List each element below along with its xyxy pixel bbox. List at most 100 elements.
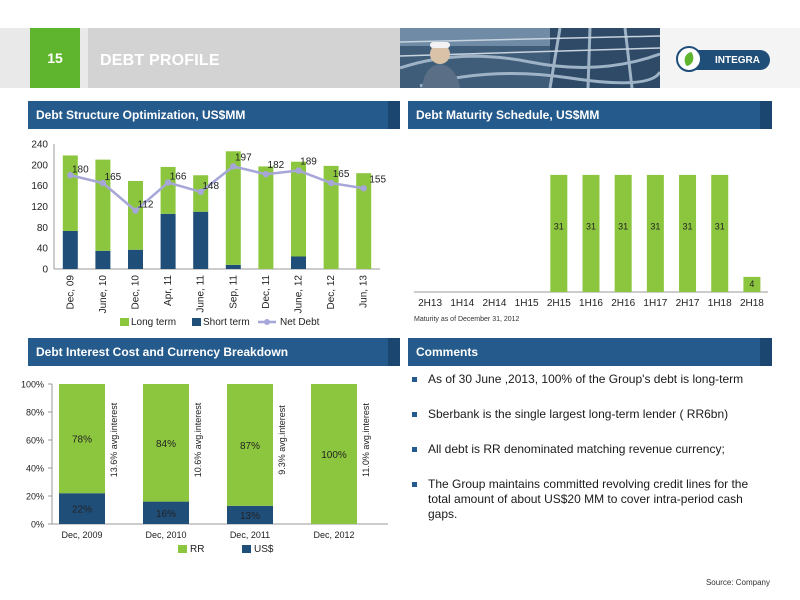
structure-panel-title: Debt Structure Optimization, US$MM [36, 108, 246, 122]
comment-item: All debt is RR denominated matching reve… [412, 442, 768, 457]
legend-swatch-rr [178, 545, 187, 553]
long-term-bar [356, 173, 372, 269]
bullet-icon [412, 377, 417, 382]
maturity-data-label: 31 [554, 221, 564, 231]
y-tick-label: 160 [31, 181, 48, 192]
net-debt-point [360, 185, 367, 192]
header-photo [400, 28, 660, 88]
legend-swatch-long-term [120, 318, 129, 326]
legend-label-long-term: Long term [131, 317, 176, 328]
logo-leaf-icon [676, 46, 702, 72]
avg-interest-annotation: 10.6% avg.interest [193, 402, 203, 477]
legend-label-net-debt: Net Debt [280, 317, 320, 328]
maturity-bar [679, 174, 697, 292]
y-tick-label: 80 [37, 223, 49, 234]
x-tick-label: Dec, 09 [65, 275, 76, 310]
avg-interest-annotation: 9.3% avg.interest [277, 405, 287, 475]
long-term-bar [128, 180, 143, 250]
x-tick-label: June, 12 [294, 275, 305, 314]
net-debt-label: 166 [170, 172, 187, 183]
y-tick-label: 0% [31, 520, 44, 530]
long-term-bar [291, 161, 306, 257]
comment-text: The Group maintains committed revolving … [428, 477, 749, 521]
net-debt-label: 112 [138, 200, 154, 211]
legend-marker-net-debt [264, 319, 270, 325]
legend-swatch-short-term [192, 318, 201, 326]
x-tick-label: 1H14 [450, 298, 474, 309]
net-debt-label: 182 [268, 160, 285, 171]
net-debt-label: 197 [235, 152, 252, 163]
net-debt-point [262, 171, 270, 178]
maturity-data-label: 4 [749, 279, 754, 289]
comment-text: As of 30 June ,2013, 100% of the Group's… [428, 372, 744, 386]
usd-bar [143, 501, 189, 524]
x-tick-label: 1H18 [708, 298, 732, 309]
comments-list: As of 30 June ,2013, 100% of the Group's… [412, 372, 768, 542]
x-tick-label: 2H13 [418, 298, 442, 309]
x-tick-label: Sep, 11 [228, 275, 239, 309]
net-debt-label: 189 [300, 157, 317, 168]
x-tick-label: 2H15 [547, 298, 571, 309]
x-tick-label: 2H16 [611, 298, 635, 309]
maturity-data-label: 31 [683, 221, 693, 231]
x-tick-label: 1H15 [515, 298, 539, 309]
x-tick-label: Dec, 10 [131, 275, 142, 310]
maturity-data-label: 31 [650, 221, 660, 231]
bullet-icon [412, 412, 417, 417]
interest-panel-title: Debt Interest Cost and Currency Breakdow… [36, 345, 289, 359]
short-term-bar [95, 250, 111, 269]
maturity-bar [743, 276, 761, 292]
x-tick-label: Dec, 2011 [230, 530, 270, 540]
page-title: DEBT PROFILE [100, 52, 220, 69]
net-debt-label: 165 [333, 169, 350, 180]
long-term-bar [62, 155, 78, 231]
net-debt-line [70, 165, 364, 213]
comment-item: As of 30 June ,2013, 100% of the Group's… [412, 372, 768, 387]
rr-bar [227, 384, 273, 506]
usd-data-label: 16% [156, 509, 176, 520]
maturity-data-label: 31 [715, 221, 725, 231]
comment-item: Sberbank is the single largest long-term… [412, 407, 768, 422]
legend-label-short-term: Short term [203, 317, 250, 328]
long-term-bar [160, 166, 176, 214]
rr-data-label: 100% [321, 450, 347, 461]
net-debt-point [327, 179, 335, 187]
x-tick-label: 2H17 [676, 298, 700, 309]
x-tick-label: June, 11 [196, 275, 207, 313]
comment-item: The Group maintains committed revolving … [412, 477, 768, 522]
y-tick-label: 0 [42, 265, 48, 276]
x-tick-label: June, 10 [98, 275, 109, 314]
usd-bar [59, 493, 105, 524]
maturity-bar [582, 174, 600, 292]
source-note: Source: Company [705, 578, 770, 587]
comments-panel-title: Comments [416, 345, 479, 359]
comments-panel-header: Comments [408, 338, 772, 366]
net-debt-label: 148 [202, 181, 219, 192]
rr-data-label: 87% [240, 441, 260, 452]
x-tick-label: Dec, 11 [261, 275, 272, 309]
debt-structure-chart: 0 40 80 120 160 200 240 Dec, 09 June, 10 Dec, 10 A… [31, 140, 386, 329]
maturity-bar [614, 174, 632, 292]
interest-currency-chart: 0% 20% 40% 60% 80% 100% 22% 78% Dec, 2009 13.6% a… [21, 380, 388, 555]
short-term-bar [62, 230, 78, 269]
usd-data-label: 13% [240, 511, 260, 522]
net-debt-point [164, 179, 172, 186]
bullet-icon [412, 447, 417, 452]
debt-maturity-chart: 2H13 1H14 2H14 1H15 31 2H15 31 1H16 31 2H16 31 1H17… [414, 174, 768, 309]
x-tick-label: Dec, 2012 [313, 530, 354, 540]
net-debt-point [197, 188, 204, 196]
usd-data-label: 22% [72, 505, 92, 516]
y-tick-label: 120 [31, 202, 48, 213]
net-debt-point [132, 207, 139, 214]
y-tick-label: 40 [37, 244, 49, 255]
long-term-bar [258, 166, 274, 269]
bullet-icon [412, 482, 417, 487]
maturity-panel-title: Debt Maturity Schedule, US$MM [416, 108, 600, 122]
long-term-bar [323, 165, 339, 269]
short-term-bar [160, 213, 176, 269]
x-tick-label: Dec, 2009 [61, 530, 102, 540]
y-tick-label: 80% [26, 408, 44, 418]
comment-text: Sberbank is the single largest long-term… [428, 407, 729, 421]
page-number: 15 [30, 28, 80, 88]
rr-bar [59, 384, 105, 494]
